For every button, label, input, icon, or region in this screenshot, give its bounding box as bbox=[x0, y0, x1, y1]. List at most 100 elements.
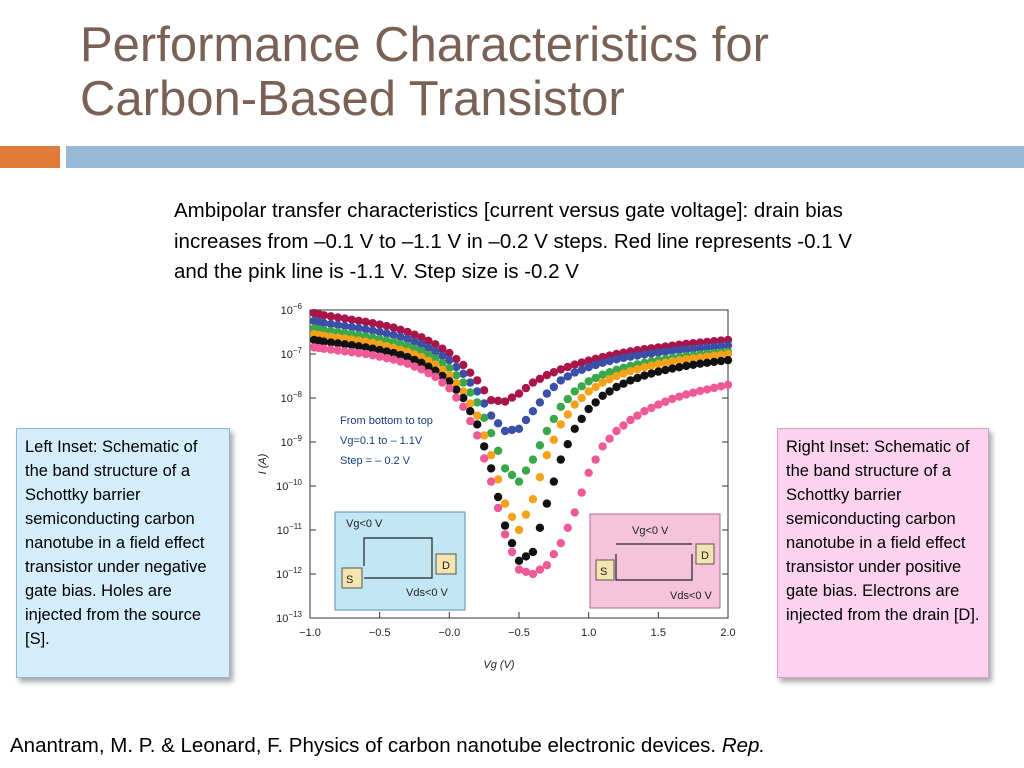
data-point bbox=[361, 343, 370, 352]
data-point bbox=[695, 359, 705, 368]
data-point bbox=[695, 353, 705, 362]
data-point bbox=[396, 325, 405, 334]
data-point bbox=[473, 411, 482, 420]
data-point bbox=[431, 366, 440, 375]
data-point bbox=[570, 508, 579, 517]
data-point bbox=[319, 319, 329, 328]
data-point bbox=[486, 464, 496, 473]
data-point bbox=[514, 424, 524, 433]
data-point bbox=[716, 350, 726, 360]
x-tick-label: 1.5 bbox=[651, 627, 666, 639]
data-point bbox=[682, 390, 691, 399]
data-point bbox=[633, 373, 642, 383]
data-point bbox=[640, 371, 649, 380]
data-point bbox=[591, 398, 600, 407]
data-point bbox=[695, 344, 705, 353]
data-point bbox=[612, 426, 621, 436]
data-point bbox=[424, 350, 433, 360]
data-point bbox=[598, 370, 607, 379]
data-point bbox=[452, 362, 461, 372]
right-schematic-bias-label: Vds<0 V bbox=[670, 590, 713, 602]
data-point bbox=[486, 429, 496, 438]
series-group bbox=[309, 343, 733, 579]
data-point bbox=[605, 375, 614, 384]
data-point bbox=[417, 340, 426, 349]
data-point bbox=[633, 364, 642, 374]
data-point bbox=[521, 415, 531, 425]
data-point bbox=[577, 358, 586, 367]
data-point bbox=[403, 352, 412, 362]
data-point bbox=[319, 344, 329, 353]
y-tick-label: 10−10 bbox=[276, 478, 302, 493]
data-point bbox=[549, 368, 559, 377]
data-point bbox=[521, 552, 531, 561]
right-source-label: S bbox=[600, 566, 607, 578]
data-point bbox=[438, 351, 447, 360]
data-point bbox=[500, 499, 510, 508]
y-tick-label: 10−11 bbox=[277, 522, 303, 537]
data-point bbox=[500, 397, 510, 406]
data-point bbox=[486, 411, 496, 420]
title-line-2: Carbon-Based Transistor bbox=[80, 72, 625, 126]
data-point bbox=[563, 372, 572, 381]
data-point bbox=[479, 399, 489, 408]
right-inset-description: Right Inset: Schematic of the band struc… bbox=[777, 428, 989, 678]
data-point bbox=[319, 311, 329, 320]
data-point bbox=[563, 362, 572, 372]
data-point bbox=[598, 442, 607, 451]
data-point bbox=[702, 352, 712, 361]
data-point bbox=[514, 389, 524, 398]
data-point bbox=[521, 466, 531, 475]
data-point bbox=[459, 360, 468, 370]
left-drain-block bbox=[435, 553, 457, 575]
data-point bbox=[424, 356, 433, 366]
data-point bbox=[410, 337, 419, 346]
data-point bbox=[723, 355, 733, 365]
y-tick-label: 10−8 bbox=[281, 390, 303, 405]
data-point bbox=[340, 321, 350, 331]
data-point bbox=[514, 556, 524, 565]
data-point bbox=[389, 330, 398, 340]
data-point bbox=[668, 357, 677, 366]
data-point bbox=[612, 355, 621, 364]
data-point bbox=[368, 344, 377, 353]
data-point bbox=[577, 488, 586, 497]
data-point bbox=[452, 393, 461, 402]
data-point bbox=[577, 382, 586, 391]
data-point bbox=[626, 415, 635, 425]
data-point bbox=[605, 434, 614, 443]
data-point bbox=[542, 561, 552, 570]
data-point bbox=[563, 523, 572, 532]
data-point bbox=[500, 530, 510, 539]
data-point bbox=[347, 315, 356, 324]
data-point bbox=[716, 342, 726, 351]
data-point bbox=[702, 385, 712, 394]
data-point bbox=[326, 319, 336, 329]
x-tick-label: −0.5 bbox=[369, 627, 391, 639]
citation-journal: Rep. bbox=[721, 734, 766, 757]
data-point bbox=[410, 330, 419, 339]
data-point bbox=[403, 359, 412, 368]
data-point bbox=[619, 369, 628, 378]
data-point bbox=[466, 388, 475, 397]
data-point bbox=[570, 400, 579, 409]
y-tick-label: 10−6 bbox=[281, 302, 303, 317]
data-point bbox=[640, 350, 649, 359]
left-drain-label: D bbox=[442, 560, 450, 572]
x-tick-label: −1.0 bbox=[299, 627, 321, 639]
y-tick-label: 10−12 bbox=[276, 566, 302, 581]
data-point bbox=[612, 365, 621, 375]
data-point bbox=[556, 455, 565, 464]
data-point bbox=[396, 350, 405, 360]
data-point bbox=[549, 414, 559, 424]
data-point bbox=[375, 327, 384, 337]
data-point bbox=[507, 425, 517, 435]
data-point bbox=[682, 345, 691, 354]
data-point bbox=[612, 382, 621, 392]
data-point bbox=[605, 368, 614, 377]
data-point bbox=[549, 477, 559, 486]
data-point bbox=[368, 326, 377, 335]
data-point bbox=[535, 565, 545, 574]
data-point bbox=[486, 396, 496, 405]
data-point bbox=[473, 431, 482, 440]
